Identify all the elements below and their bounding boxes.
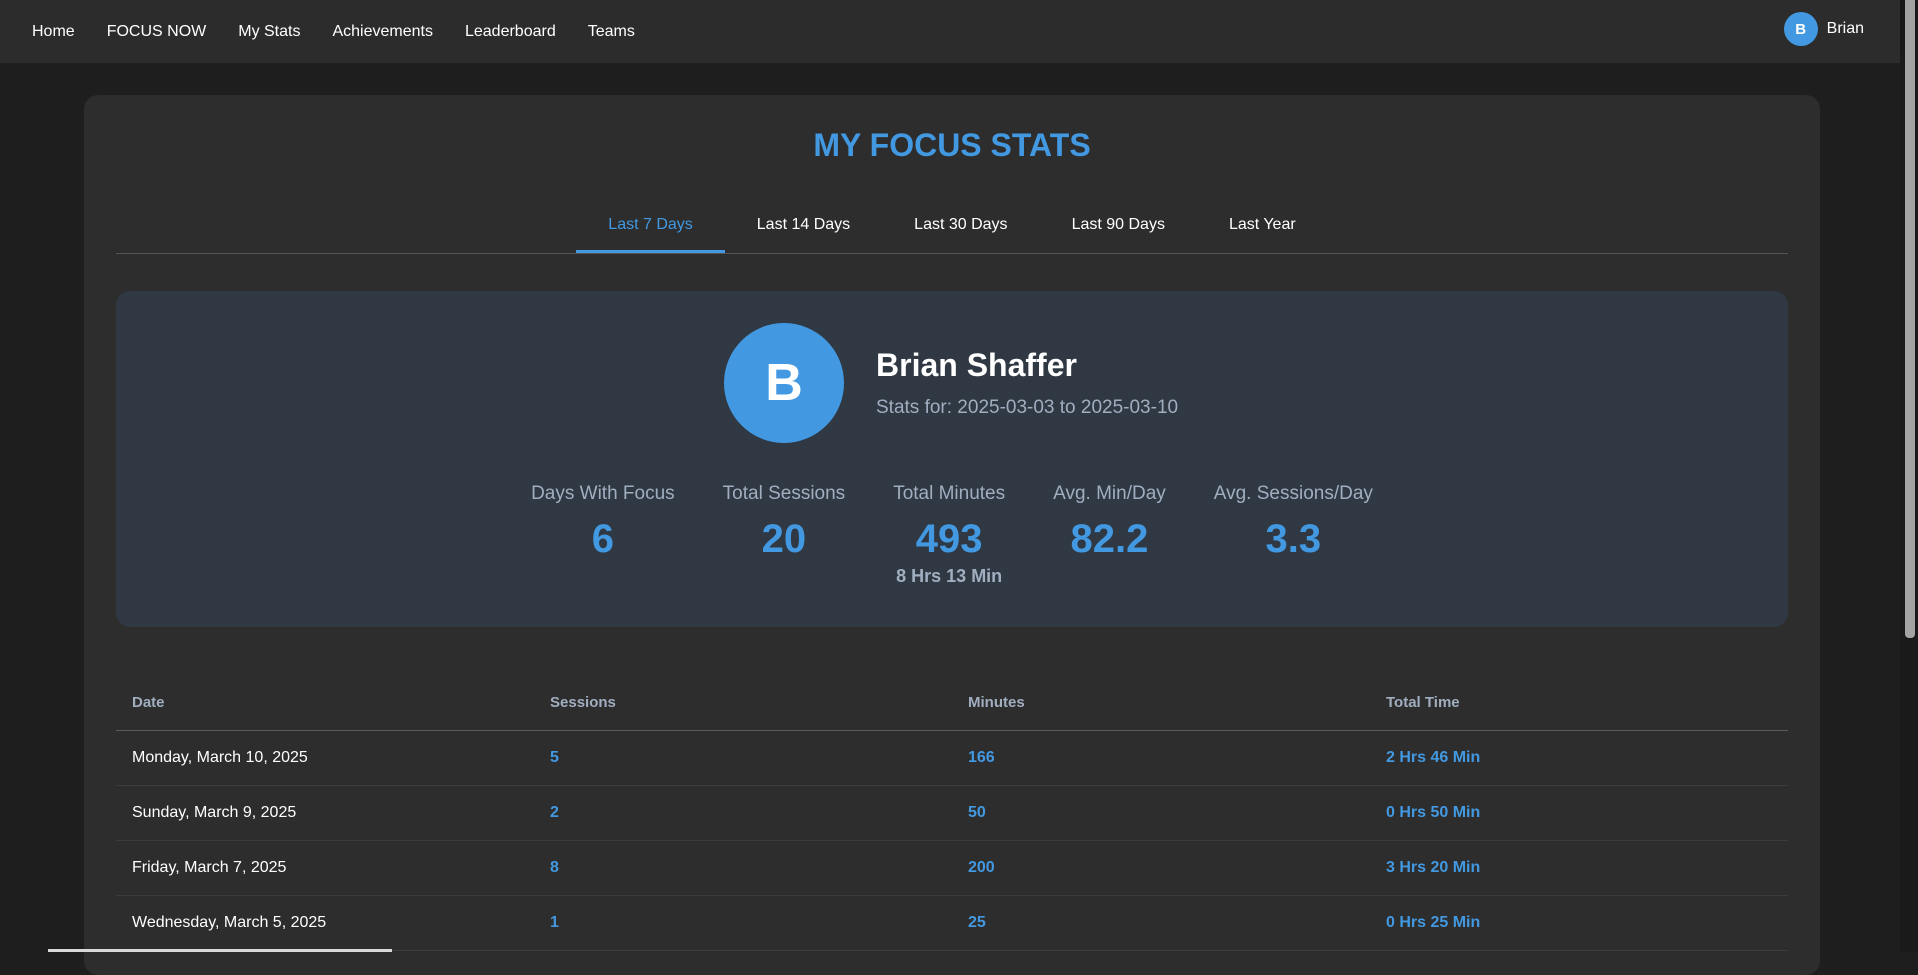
stat-avg-min-per-day: Avg. Min/Day 82.2 — [1029, 483, 1190, 587]
stat-days-with-focus: Days With Focus 6 — [507, 483, 699, 587]
cell-total-time: 0 Hrs 25 Min — [1386, 914, 1481, 931]
table-row: Friday, March 7, 2025 8 200 3 Hrs 20 Min — [116, 841, 1788, 896]
cell-sessions: 1 — [550, 914, 559, 931]
user-menu[interactable]: B Brian — [1783, 12, 1864, 46]
stat-label: Total Sessions — [722, 483, 846, 504]
tab-last-year[interactable]: Last Year — [1228, 216, 1296, 233]
daily-stats-table: Date Sessions Minutes Total Time Monday,… — [116, 675, 1788, 951]
stat-label: Avg. Min/Day — [1053, 483, 1166, 504]
tab-last-30-days[interactable]: Last 30 Days — [914, 216, 1008, 233]
stats-card: MY FOCUS STATS Last 7 Days Last 14 Days … — [84, 95, 1820, 975]
stat-label: Avg. Sessions/Day — [1213, 483, 1373, 504]
table-header-row: Date Sessions Minutes Total Time — [116, 675, 1788, 731]
profile-avatar: B — [724, 323, 844, 443]
cell-total-time: 3 Hrs 20 Min — [1386, 859, 1481, 876]
stats-date-range: Stats for: 2025-03-03 to 2025-03-10 — [876, 397, 1179, 418]
stat-value: 6 — [591, 517, 614, 561]
column-header-total-time: Total Time — [1386, 694, 1460, 711]
stat-value: 82.2 — [1070, 517, 1149, 561]
cell-minutes: 50 — [968, 804, 986, 821]
scrollbar-thumb[interactable] — [1905, 0, 1915, 638]
column-header-minutes: Minutes — [968, 694, 1025, 711]
nav-links: Home FOCUS NOW My Stats Achievements Lea… — [32, 23, 667, 41]
stat-subvalue: 8 Hrs 13 Min — [896, 566, 1003, 586]
cell-sessions: 2 — [550, 804, 559, 821]
table-row: Sunday, March 9, 2025 2 50 0 Hrs 50 Min — [116, 786, 1788, 841]
nav-link-home[interactable]: Home — [32, 22, 75, 40]
period-tabs: Last 7 Days Last 14 Days Last 30 Days La… — [116, 205, 1788, 254]
cell-date: Monday, March 10, 2025 — [132, 749, 308, 766]
profile-name: Brian Shaffer — [876, 347, 1077, 383]
table-row: Monday, March 10, 2025 5 166 2 Hrs 46 Mi… — [116, 731, 1788, 786]
cell-date: Friday, March 7, 2025 — [132, 859, 287, 876]
tab-last-14-days[interactable]: Last 14 Days — [756, 216, 851, 233]
page-title: MY FOCUS STATS — [813, 127, 1091, 163]
column-header-date: Date — [132, 694, 165, 711]
nav-link-teams[interactable]: Teams — [587, 22, 635, 40]
nav-link-focus-now[interactable]: FOCUS NOW — [106, 22, 207, 40]
user-name: Brian — [1826, 20, 1864, 37]
cell-minutes: 25 — [968, 914, 986, 931]
cell-date: Sunday, March 9, 2025 — [132, 804, 297, 821]
tab-last-7-days[interactable]: Last 7 Days — [576, 205, 725, 253]
cell-minutes: 200 — [968, 859, 995, 876]
column-header-sessions: Sessions — [550, 694, 616, 711]
stat-value: 20 — [761, 517, 807, 561]
stat-total-minutes: Total Minutes 493 8 Hrs 13 Min — [869, 483, 1029, 587]
cell-total-time: 2 Hrs 46 Min — [1386, 749, 1481, 766]
nav-link-my-stats[interactable]: My Stats — [238, 22, 301, 40]
tab-last-90-days[interactable]: Last 90 Days — [1071, 216, 1165, 233]
user-avatar: B — [1783, 12, 1818, 46]
cell-date: Wednesday, March 5, 2025 — [132, 914, 327, 931]
table-row: Wednesday, March 5, 2025 1 25 0 Hrs 25 M… — [116, 896, 1788, 951]
stat-value: 3.3 — [1265, 517, 1322, 561]
stat-label: Total Minutes — [893, 483, 1006, 504]
stat-total-sessions: Total Sessions 20 — [699, 483, 870, 587]
vertical-scrollbar[interactable] — [1900, 0, 1918, 952]
summary-panel: B Brian Shaffer Stats for: 2025-03-03 to… — [116, 291, 1788, 627]
cell-sessions: 5 — [550, 749, 559, 766]
horizontal-scrollbar[interactable] — [48, 949, 392, 952]
top-navigation-bar: Home FOCUS NOW My Stats Achievements Lea… — [0, 0, 1900, 63]
cell-total-time: 0 Hrs 50 Min — [1386, 804, 1481, 821]
stats-row: Days With Focus 6 Total Sessions 20 Tota… — [116, 483, 1788, 587]
nav-link-leaderboard[interactable]: Leaderboard — [464, 22, 556, 40]
nav-link-achievements[interactable]: Achievements — [332, 22, 433, 40]
stat-avg-sessions-per-day: Avg. Sessions/Day 3.3 — [1190, 483, 1397, 587]
stat-label: Days With Focus — [531, 483, 675, 504]
cell-minutes: 166 — [968, 749, 995, 766]
stat-value: 493 — [915, 517, 983, 561]
cell-sessions: 8 — [550, 859, 559, 876]
